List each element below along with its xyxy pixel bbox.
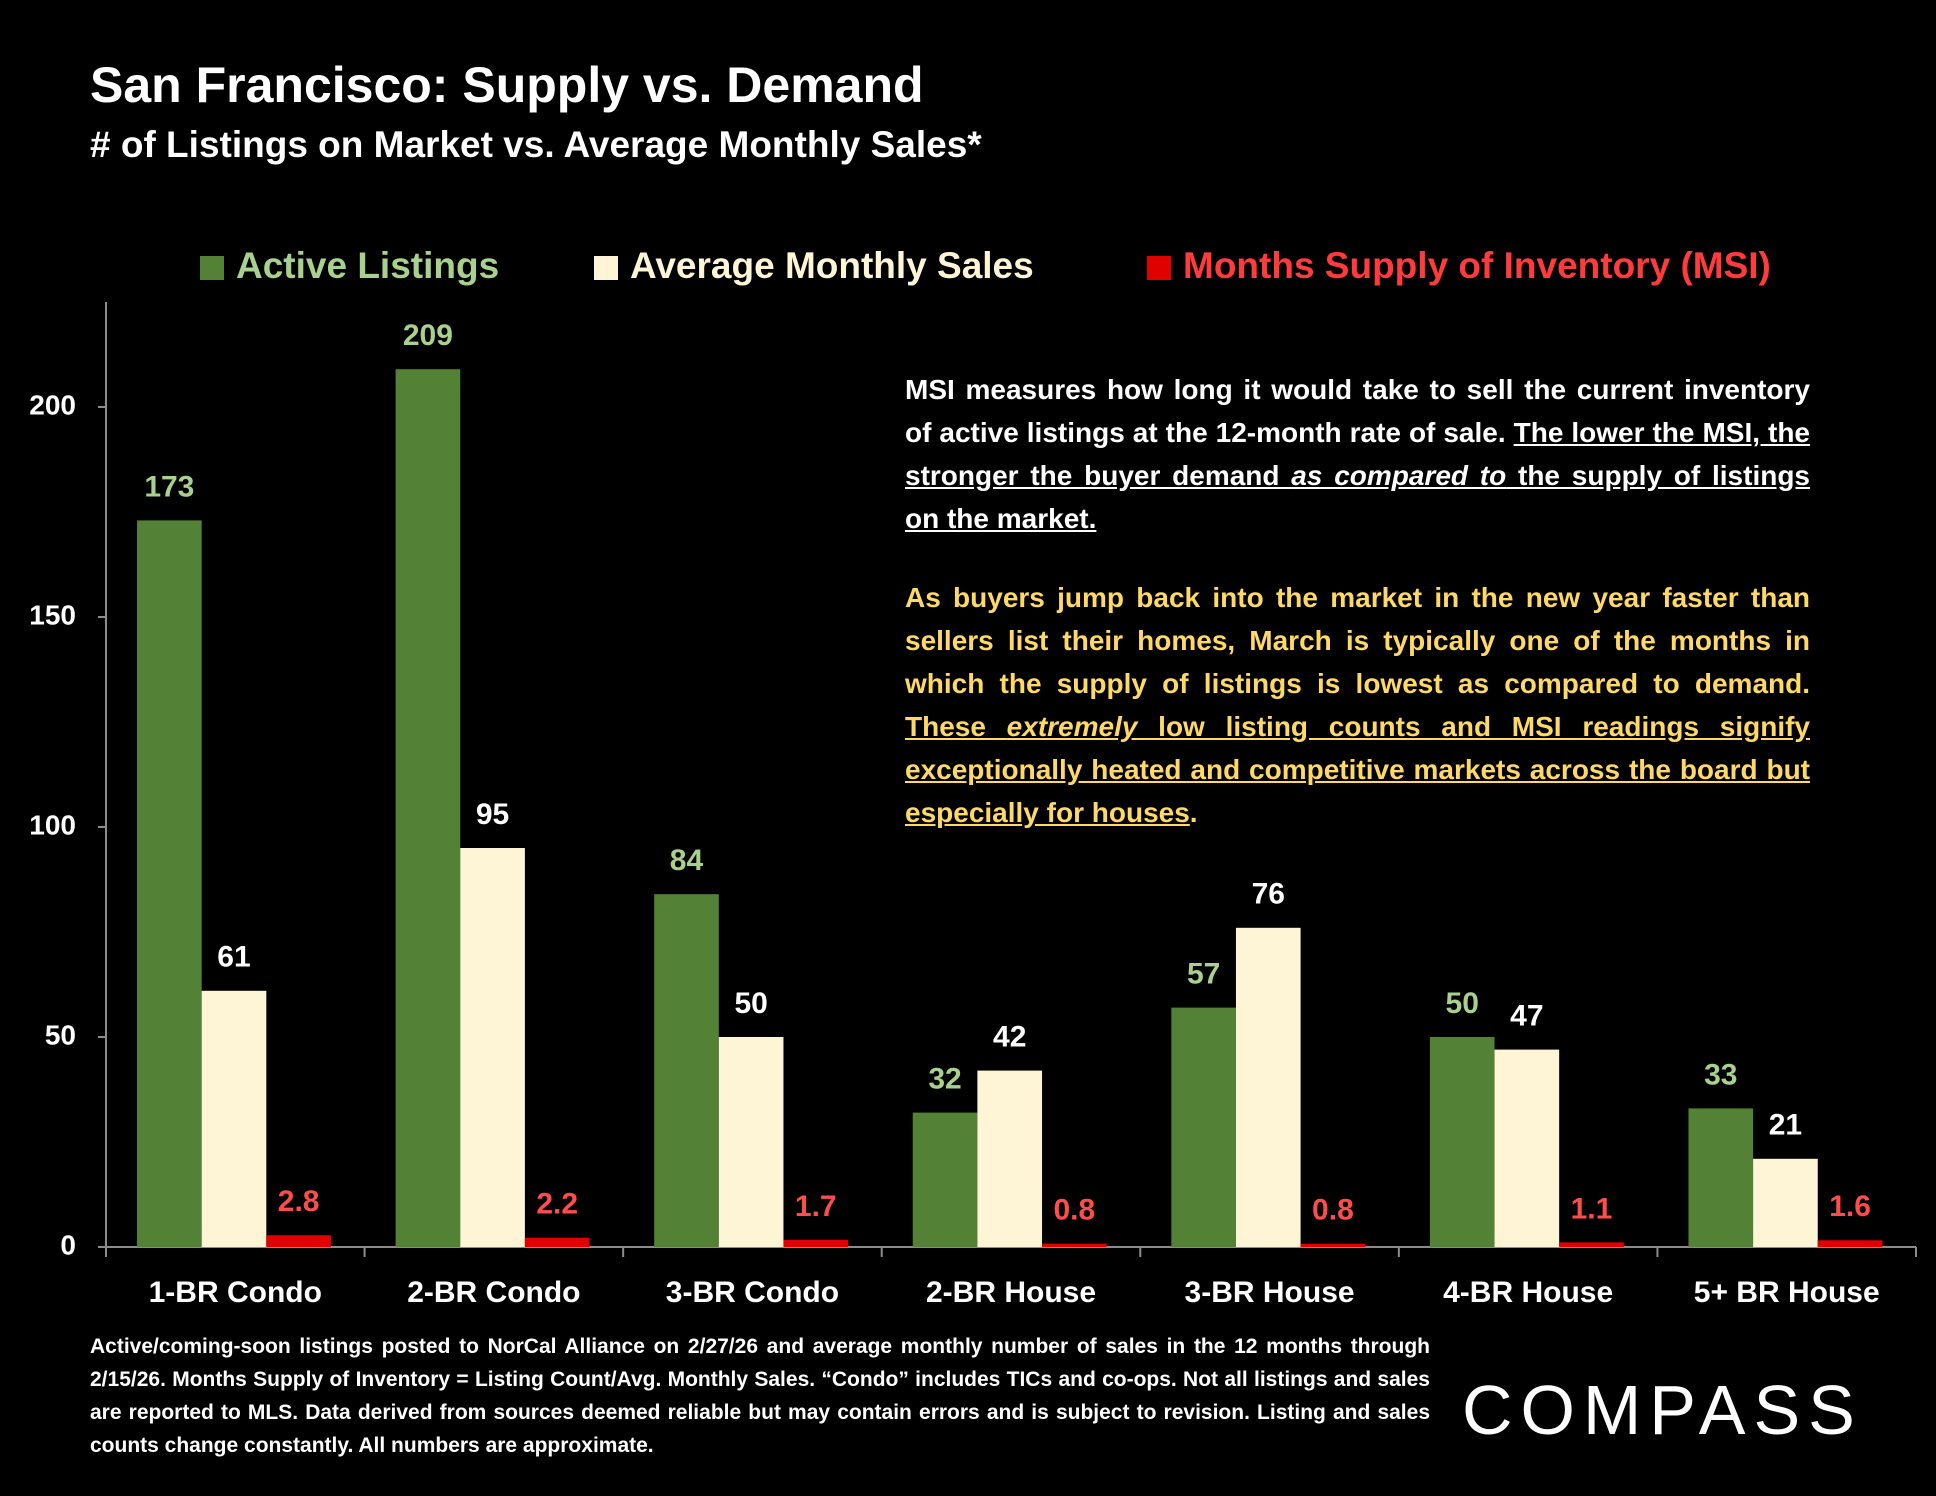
y-tick-label: 0: [60, 1229, 76, 1260]
data-label: 57: [1187, 958, 1220, 991]
x-tick-label: 4-BR House: [1443, 1276, 1613, 1309]
bar: [1494, 1049, 1560, 1247]
bar: [1429, 1037, 1495, 1247]
annotation: As buyers jump back into the market in t…: [905, 576, 1810, 834]
legend-label: Average Monthly Sales: [630, 245, 1034, 286]
bar: [460, 848, 525, 1247]
text: the supply of listings on the market.: [905, 460, 1811, 534]
bar: [654, 894, 719, 1247]
data-label: 61: [217, 941, 250, 974]
chart-title: San Francisco: Supply vs. Demand: [90, 57, 924, 113]
bar: [1559, 1242, 1624, 1247]
y-tick-label: 200: [29, 389, 76, 420]
data-label: 21: [1769, 1109, 1802, 1142]
data-label: 0.8: [1053, 1194, 1095, 1227]
legend-label: Active Listings: [236, 245, 499, 286]
bar: [1235, 927, 1301, 1247]
legend-swatch: [594, 256, 618, 280]
data-label: 33: [1704, 1058, 1737, 1091]
bar: [1171, 1007, 1236, 1247]
x-tick-label: 3-BR Condo: [666, 1276, 839, 1309]
data-label: 2.8: [278, 1185, 320, 1218]
annotation: MSI measures how long it would take to s…: [905, 368, 1810, 540]
data-label: 0.8: [1312, 1194, 1354, 1227]
data-label: 1.7: [795, 1190, 837, 1223]
annotation-box: MSI measures how long it would take to s…: [905, 368, 1810, 870]
x-tick-label: 1-BR Condo: [149, 1276, 322, 1309]
y-tick-label: 150: [29, 599, 76, 630]
legend-swatch: [200, 256, 224, 280]
y-tick-label: 100: [29, 809, 76, 840]
bar: [201, 990, 267, 1247]
text: extremely: [1006, 711, 1138, 742]
text: MSI measures how long it would take to s…: [905, 374, 1810, 448]
bar: [912, 1112, 978, 1247]
text: The lower the MSI, the stronger the buye…: [905, 417, 1810, 491]
text: as compared to: [1291, 460, 1507, 491]
data-label: 32: [928, 1063, 961, 1096]
data-label: 2.2: [536, 1188, 578, 1221]
bar: [1300, 1243, 1366, 1247]
data-label: 95: [476, 798, 509, 831]
data-label: 173: [144, 470, 194, 503]
y-tick-label: 50: [45, 1019, 76, 1050]
data-label: 76: [1252, 878, 1285, 911]
x-tick-label: 2-BR House: [926, 1276, 1096, 1309]
footnote: Active/coming-soon listings posted to No…: [90, 1335, 1430, 1457]
bar: [395, 369, 461, 1247]
data-label: 1.1: [1571, 1192, 1613, 1225]
logo: COMPASS: [1462, 1371, 1863, 1449]
data-label: 209: [403, 319, 453, 352]
text: .: [1189, 797, 1198, 828]
data-label: 42: [993, 1021, 1026, 1054]
bar: [1817, 1240, 1883, 1247]
x-tick-label: 3-BR House: [1185, 1276, 1355, 1309]
bar: [266, 1235, 331, 1247]
bar: [1042, 1243, 1107, 1247]
bar: [137, 520, 202, 1247]
data-label: 84: [670, 844, 704, 877]
data-label: 50: [1446, 987, 1479, 1020]
bar: [718, 1037, 784, 1247]
data-label: 1.6: [1829, 1190, 1871, 1223]
text: low listing counts and MSI readings sign…: [905, 711, 1810, 828]
bar: [977, 1070, 1043, 1247]
x-tick-label: 5+ BR House: [1694, 1276, 1880, 1309]
bar: [783, 1239, 849, 1247]
bar: [1753, 1158, 1818, 1247]
data-label: 50: [734, 987, 767, 1020]
bar: [1688, 1108, 1754, 1247]
text: These: [905, 711, 1007, 742]
chart-subtitle: # of Listings on Market vs. Average Mont…: [90, 124, 982, 165]
legend-swatch: [1147, 256, 1171, 280]
x-tick-label: 2-BR Condo: [407, 1276, 580, 1309]
legend-label: Months Supply of Inventory (MSI): [1183, 245, 1771, 286]
data-label: 47: [1510, 1000, 1543, 1033]
text: As buyers jump back into the market in t…: [905, 582, 1810, 699]
bar: [524, 1237, 590, 1247]
